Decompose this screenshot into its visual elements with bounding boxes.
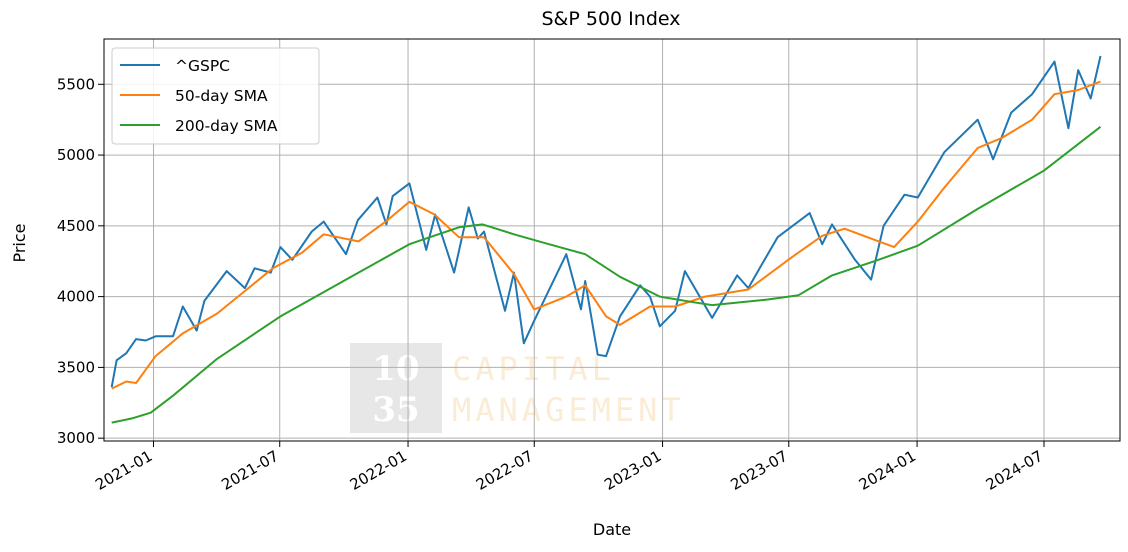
x-tick-label: 2023-01 (601, 447, 664, 494)
plot-area-frame (103, 38, 1121, 442)
x-tick-label: 2022-01 (347, 447, 410, 494)
watermark-logo: 10 35 CAPITAL MANAGEMENT (350, 343, 685, 433)
legend-box (111, 47, 320, 145)
x-axis-label: Date (593, 520, 631, 539)
series-line-50-day-sma (111, 80, 1101, 390)
x-tick-label: 2022-07 (473, 447, 536, 494)
y-tick-label: 4500 (57, 217, 95, 235)
watermark-word-capital: CAPITAL (452, 350, 615, 388)
series-line-gspc (110, 55, 1102, 388)
y-tick-label: 5000 (57, 146, 95, 164)
watermark-word-management: MANAGEMENT (452, 391, 685, 429)
x-axis: 2021-01 2021-07 2022-01 2022-07 2023-01 2023-… (92, 441, 1046, 494)
chart-title: S&P 500 Index (542, 8, 681, 30)
watermark-box (350, 343, 442, 433)
legend-label-gspc: ^GSPC (175, 57, 230, 75)
x-tick-label: 2024-07 (983, 447, 1046, 494)
x-tick-label: 2021-01 (92, 447, 155, 494)
watermark-digits-top: 10 (372, 349, 419, 389)
legend-label-200-day-sma: 200-day SMA (175, 117, 278, 135)
y-tick-label: 5500 (57, 75, 95, 93)
y-axis: 3000 3500 4000 4500 5000 5500 (57, 75, 104, 447)
series-lines (110, 55, 1102, 424)
x-tick-label: 2024-01 (856, 447, 919, 494)
x-tick-label: 2021-07 (218, 447, 281, 494)
y-tick-label: 3000 (57, 429, 95, 447)
y-axis-label: Price (10, 223, 29, 262)
watermark-digits-bottom: 35 (372, 390, 419, 430)
legend: ^GSPC 50-day SMA 200-day SMA (111, 47, 320, 145)
series-line-200-day-sma (111, 126, 1102, 424)
x-tick-label: 2023-07 (727, 447, 790, 494)
y-tick-label: 3500 (57, 358, 95, 376)
legend-label-50-day-sma: 50-day SMA (175, 87, 268, 105)
y-tick-label: 4000 (57, 288, 95, 306)
